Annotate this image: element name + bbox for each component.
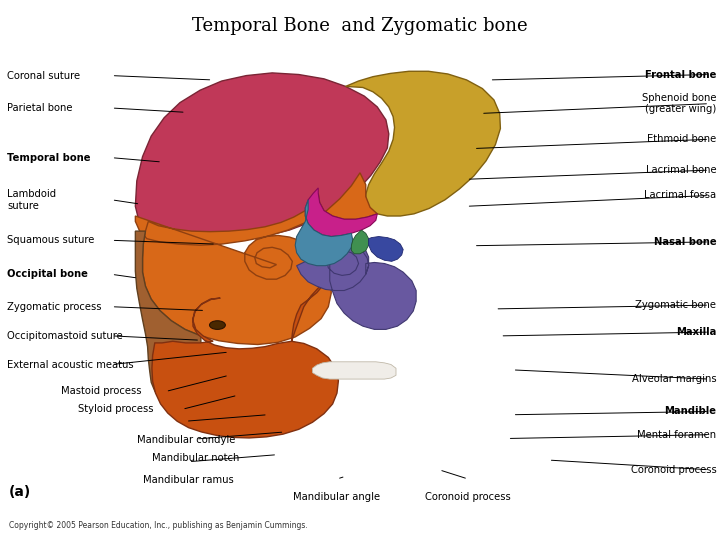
Ellipse shape <box>210 321 225 329</box>
Polygon shape <box>297 244 416 329</box>
Text: Coronoid process: Coronoid process <box>631 465 716 475</box>
Polygon shape <box>369 237 403 261</box>
Text: Parietal bone: Parietal bone <box>7 103 73 113</box>
Text: Temporal Bone  and Zygomatic bone: Temporal Bone and Zygomatic bone <box>192 17 528 35</box>
Text: Mandibular ramus: Mandibular ramus <box>143 475 234 485</box>
Text: Styloid process: Styloid process <box>78 404 153 414</box>
Text: (a): (a) <box>9 485 31 500</box>
Text: Squamous suture: Squamous suture <box>7 235 94 245</box>
Text: Coronal suture: Coronal suture <box>7 71 81 80</box>
Text: Lacrimal fossa: Lacrimal fossa <box>644 191 716 200</box>
Polygon shape <box>135 173 377 345</box>
Text: Nasal bone: Nasal bone <box>654 237 716 247</box>
Text: Mental foramen: Mental foramen <box>637 430 716 440</box>
Text: Maxilla: Maxilla <box>676 327 716 337</box>
Text: Occipital bone: Occipital bone <box>7 269 88 279</box>
Text: Zygomatic bone: Zygomatic bone <box>635 300 716 310</box>
Text: Mastoid process: Mastoid process <box>61 387 142 396</box>
Text: Mandibular notch: Mandibular notch <box>152 453 240 463</box>
Polygon shape <box>135 73 389 242</box>
Text: Lambdoid
suture: Lambdoid suture <box>7 189 56 211</box>
Polygon shape <box>135 231 201 399</box>
Text: Mandibular angle: Mandibular angle <box>293 492 381 503</box>
Polygon shape <box>152 267 338 438</box>
Text: Ethmoid bone: Ethmoid bone <box>647 134 716 144</box>
Text: Alveolar margins: Alveolar margins <box>631 374 716 384</box>
Text: Occipitomastoid suture: Occipitomastoid suture <box>7 331 123 341</box>
Polygon shape <box>312 362 396 379</box>
Text: Mandibular condyle: Mandibular condyle <box>137 435 235 445</box>
Polygon shape <box>346 71 500 216</box>
Text: Mandible: Mandible <box>665 407 716 416</box>
Text: Lacrimal bone: Lacrimal bone <box>646 165 716 175</box>
Text: External acoustic meatus: External acoustic meatus <box>7 360 134 369</box>
Text: Frontal bone: Frontal bone <box>645 70 716 79</box>
Text: Copyright© 2005 Pearson Education, Inc., publishing as Benjamin Cummings.: Copyright© 2005 Pearson Education, Inc.,… <box>9 521 307 530</box>
Text: Sphenoid bone
(greater wing): Sphenoid bone (greater wing) <box>642 93 716 114</box>
Text: Coronoid process: Coronoid process <box>425 492 511 503</box>
Text: Temporal bone: Temporal bone <box>7 153 91 163</box>
Polygon shape <box>305 188 377 237</box>
Text: Zygomatic process: Zygomatic process <box>7 302 102 312</box>
Polygon shape <box>351 230 369 254</box>
Polygon shape <box>295 200 353 266</box>
